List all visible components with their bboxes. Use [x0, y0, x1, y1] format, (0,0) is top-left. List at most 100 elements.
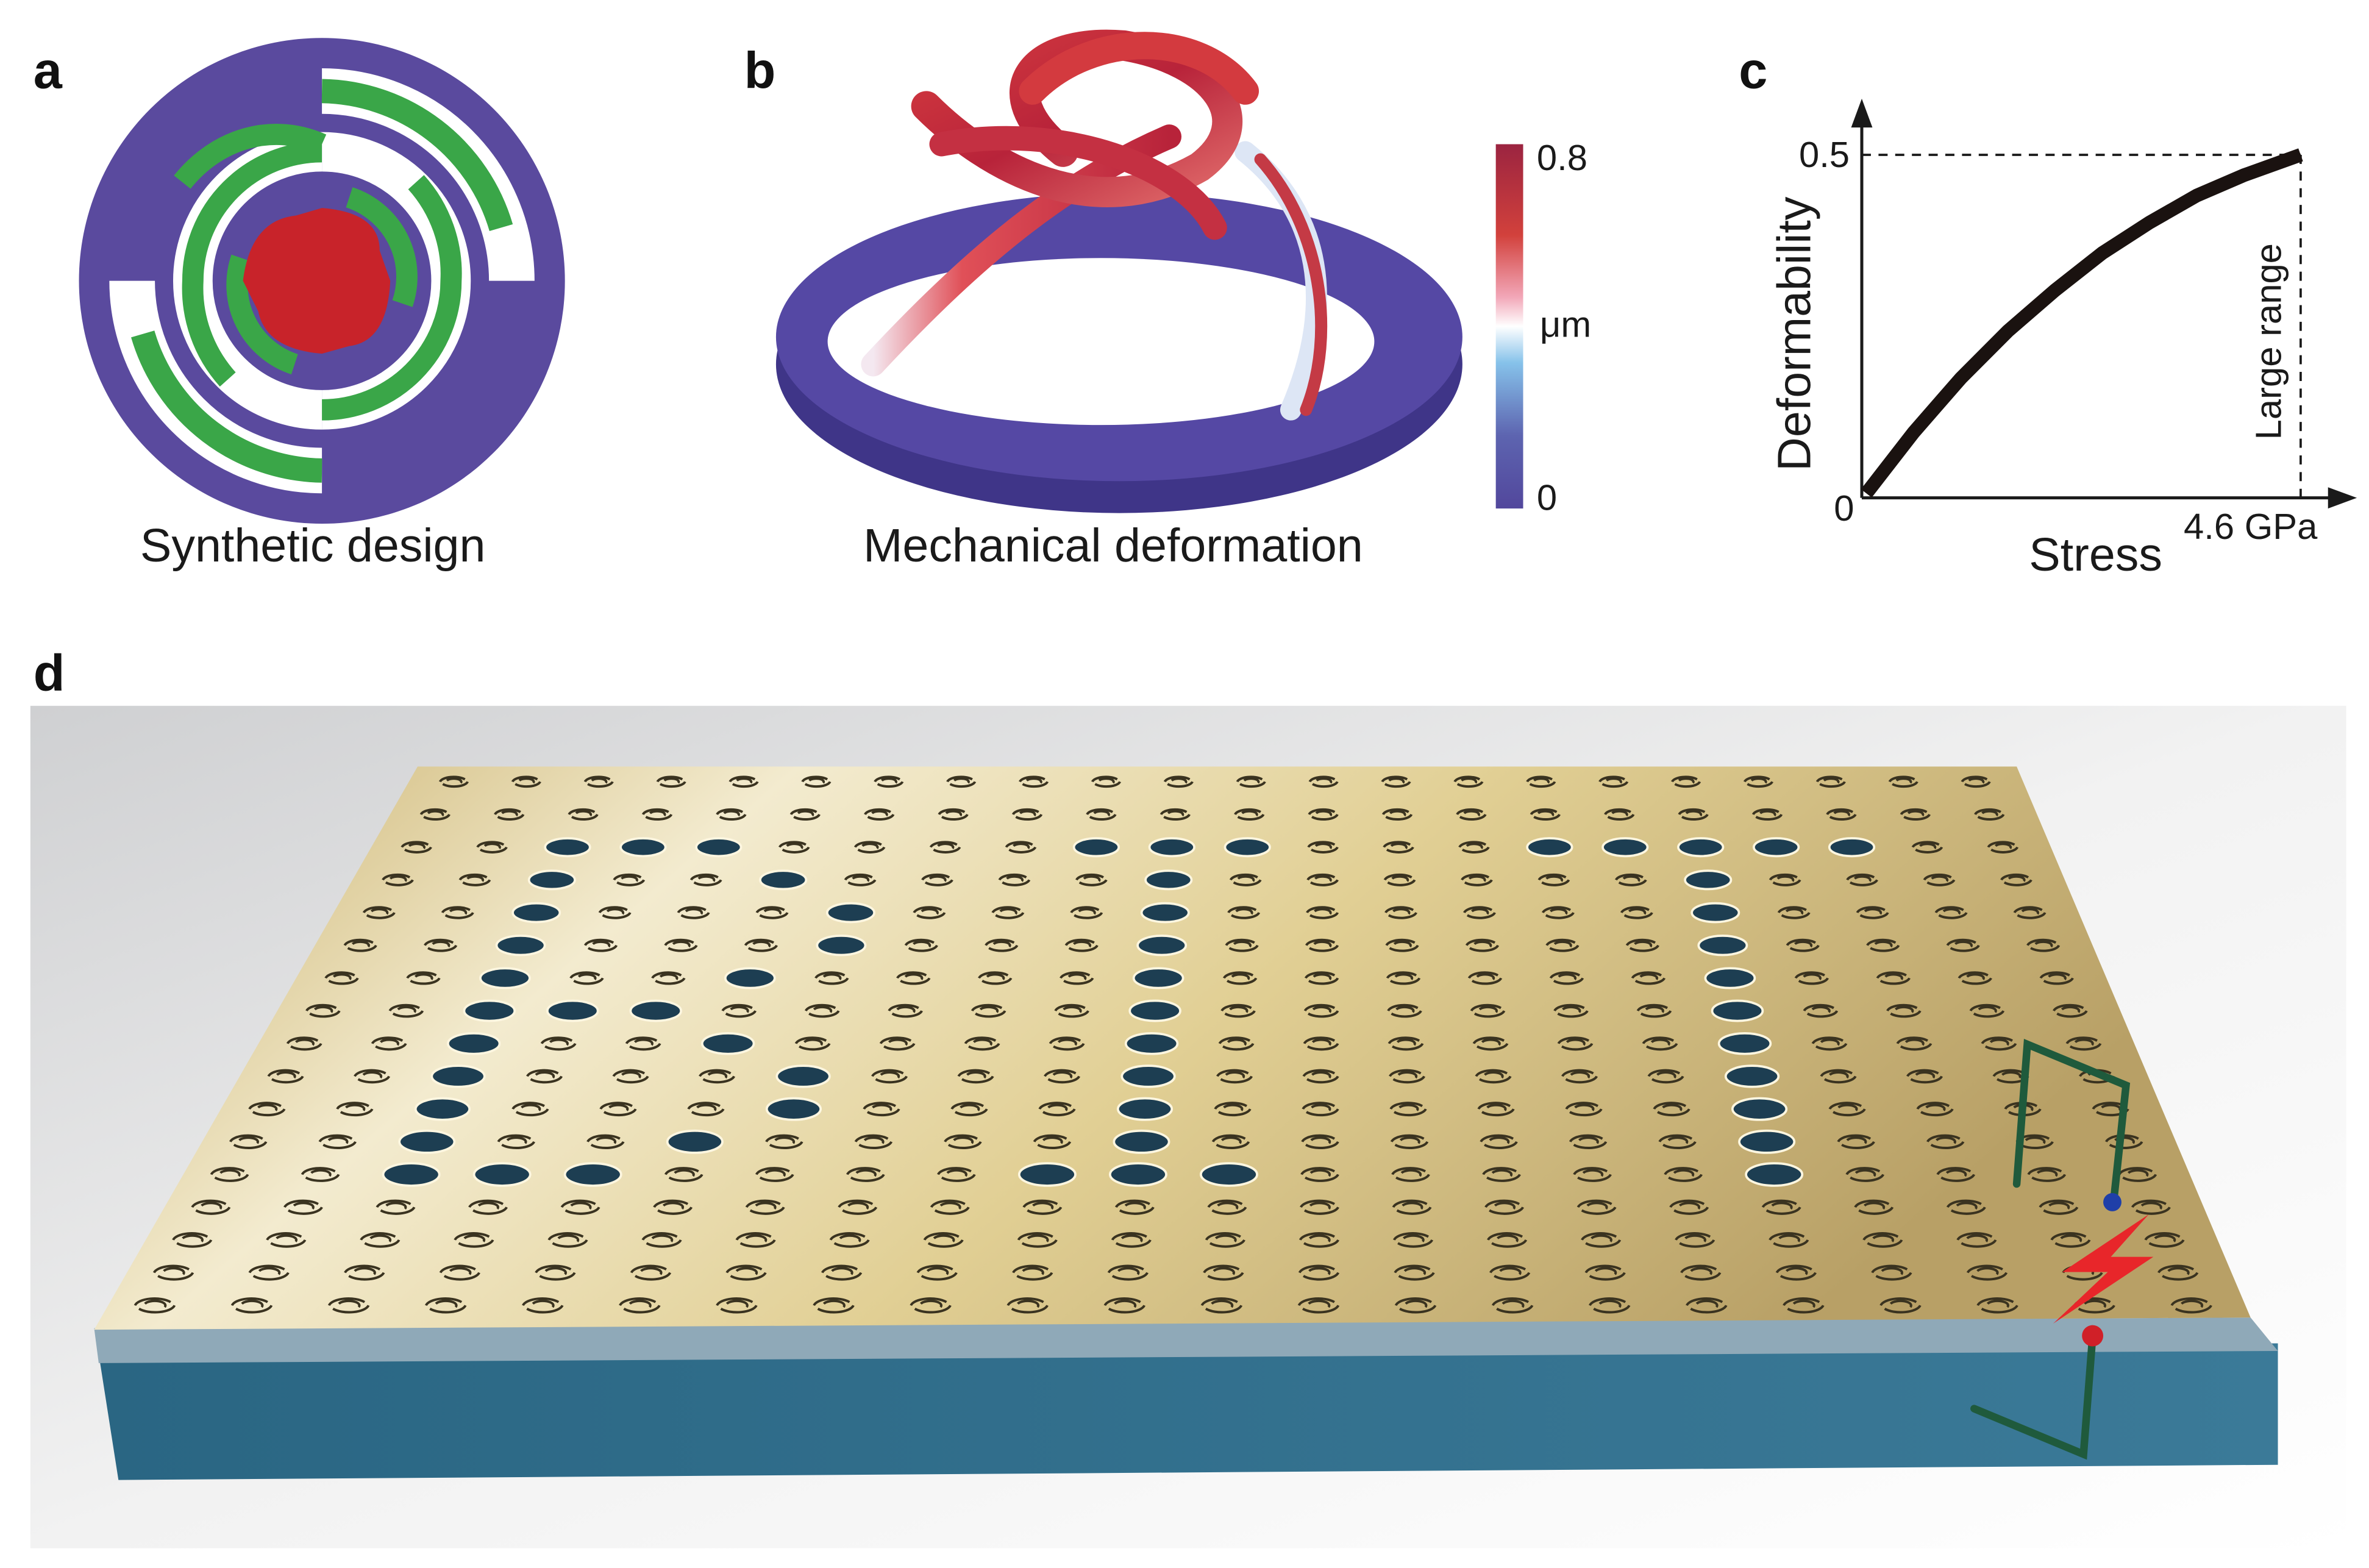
spiral-unit: [1012, 1264, 1053, 1281]
spiral-unit: [1060, 971, 1094, 985]
spiral-unit: [1569, 1134, 1608, 1149]
spiral-unit: [305, 1003, 341, 1018]
spiral-hole: [430, 1064, 486, 1088]
spiral-unit: [1916, 1102, 1954, 1117]
spiral-unit: [1565, 1102, 1603, 1117]
spiral-unit: [854, 1134, 893, 1149]
spiral-unit: [813, 1297, 855, 1314]
ring-hole: [827, 258, 1375, 426]
spiral-unit: [641, 808, 673, 821]
spiral-hole: [759, 869, 808, 891]
spiral-unit: [362, 906, 396, 919]
spiral-hole: [1116, 1097, 1174, 1121]
spiral-unit: [1383, 873, 1416, 886]
spiral-unit: [613, 873, 646, 886]
spiral-unit: [1107, 1264, 1149, 1281]
spiral-unit: [458, 873, 491, 886]
spiral-unit: [1064, 938, 1099, 952]
spiral-unit: [821, 1264, 863, 1281]
spiral-unit: [991, 906, 1025, 919]
spiral-unit: [1211, 1134, 1250, 1149]
spiral-unit: [1480, 1134, 1518, 1149]
spiral-unit: [829, 1232, 870, 1248]
spiral-unit: [1019, 775, 1049, 788]
spiral-unit: [1489, 1264, 1531, 1281]
spiral-unit: [689, 873, 722, 886]
spiral-unit: [1388, 1036, 1424, 1051]
spiral-unit: [1298, 1264, 1340, 1281]
spiral-hole: [546, 999, 599, 1022]
spiral-hole: [1120, 1064, 1176, 1088]
spiral-unit: [1091, 775, 1121, 788]
spiral-unit: [1845, 1167, 1885, 1182]
spiral-hole: [629, 999, 683, 1022]
spiral-unit: [929, 841, 961, 853]
spiral-hole: [1144, 869, 1193, 891]
spiral-unit: [522, 1297, 564, 1314]
spiral-hole: [1140, 902, 1190, 924]
spiral-unit: [913, 906, 946, 919]
spiral-unit: [1974, 808, 2005, 821]
spiral-unit: [789, 808, 821, 821]
panel-label-d: d: [34, 644, 65, 702]
spiral-unit: [1453, 775, 1484, 788]
spiral-hole: [382, 1162, 441, 1187]
spiral-unit: [1545, 938, 1580, 952]
spiral-unit: [765, 1134, 803, 1149]
spiral-hole: [1113, 1129, 1170, 1154]
spiral-unit: [1306, 906, 1339, 919]
spiral-hole: [1677, 837, 1725, 858]
spiral-unit: [248, 1102, 286, 1117]
spiral-unit: [1306, 873, 1339, 886]
spiral-unit: [1614, 873, 1647, 886]
spiral-unit: [1207, 1199, 1247, 1215]
spiral-unit: [1946, 938, 1980, 952]
spiral-unit: [1584, 1264, 1626, 1281]
center-pinwheel: [243, 208, 391, 354]
spiral-unit: [1463, 906, 1496, 919]
spiral-unit: [1987, 841, 2019, 853]
spiral-unit: [944, 1134, 982, 1149]
spiral-unit: [735, 1232, 776, 1248]
spiral-unit: [1038, 1102, 1076, 1117]
spiral-unit: [1006, 1297, 1049, 1314]
spiral-unit: [583, 775, 614, 788]
spiral-unit: [916, 1264, 958, 1281]
spiral-unit: [1300, 1199, 1339, 1215]
spiral-unit: [1557, 1036, 1594, 1051]
spiral-unit: [664, 938, 698, 952]
spiral-unit: [1491, 1297, 1534, 1314]
spiral-hole: [1724, 1064, 1780, 1088]
spiral-unit: [1308, 808, 1339, 821]
spiral-unit: [1678, 808, 1709, 821]
spiral-unit: [540, 1036, 577, 1051]
spiral-unit: [630, 1264, 672, 1281]
spiral-hole: [1828, 837, 1876, 858]
x-axis-label: Stress: [2029, 529, 2162, 581]
spiral-unit: [794, 1036, 831, 1051]
spiral-unit: [1390, 1134, 1429, 1149]
spiral-unit: [677, 906, 710, 919]
spiral-unit: [1205, 1232, 1245, 1248]
spiral-unit: [1981, 1036, 2017, 1051]
spiral-unit: [476, 841, 508, 853]
spiral-unit: [283, 1199, 323, 1215]
spiral-unit: [1598, 775, 1629, 788]
spiral-unit: [371, 1036, 407, 1051]
spiral-unit: [343, 938, 377, 952]
caption-b: Mechanical deformation: [863, 519, 1363, 572]
colorbar-unit: μm: [1540, 304, 1591, 345]
spiral-unit: [1783, 1297, 1825, 1314]
spiral-unit: [598, 906, 632, 919]
spiral-unit: [2013, 906, 2047, 919]
spiral-unit: [1542, 906, 1575, 919]
spiral-hole: [1124, 1032, 1179, 1055]
spiral-unit: [1304, 971, 1339, 985]
spiral-unit: [1203, 1264, 1244, 1281]
spiral-unit: [1236, 775, 1266, 788]
spiral-unit: [653, 1199, 693, 1215]
spiral-unit: [1298, 1232, 1339, 1248]
spiral-unit: [625, 1036, 661, 1051]
spiral-unit: [376, 1199, 416, 1215]
spiral-unit: [454, 1232, 494, 1248]
